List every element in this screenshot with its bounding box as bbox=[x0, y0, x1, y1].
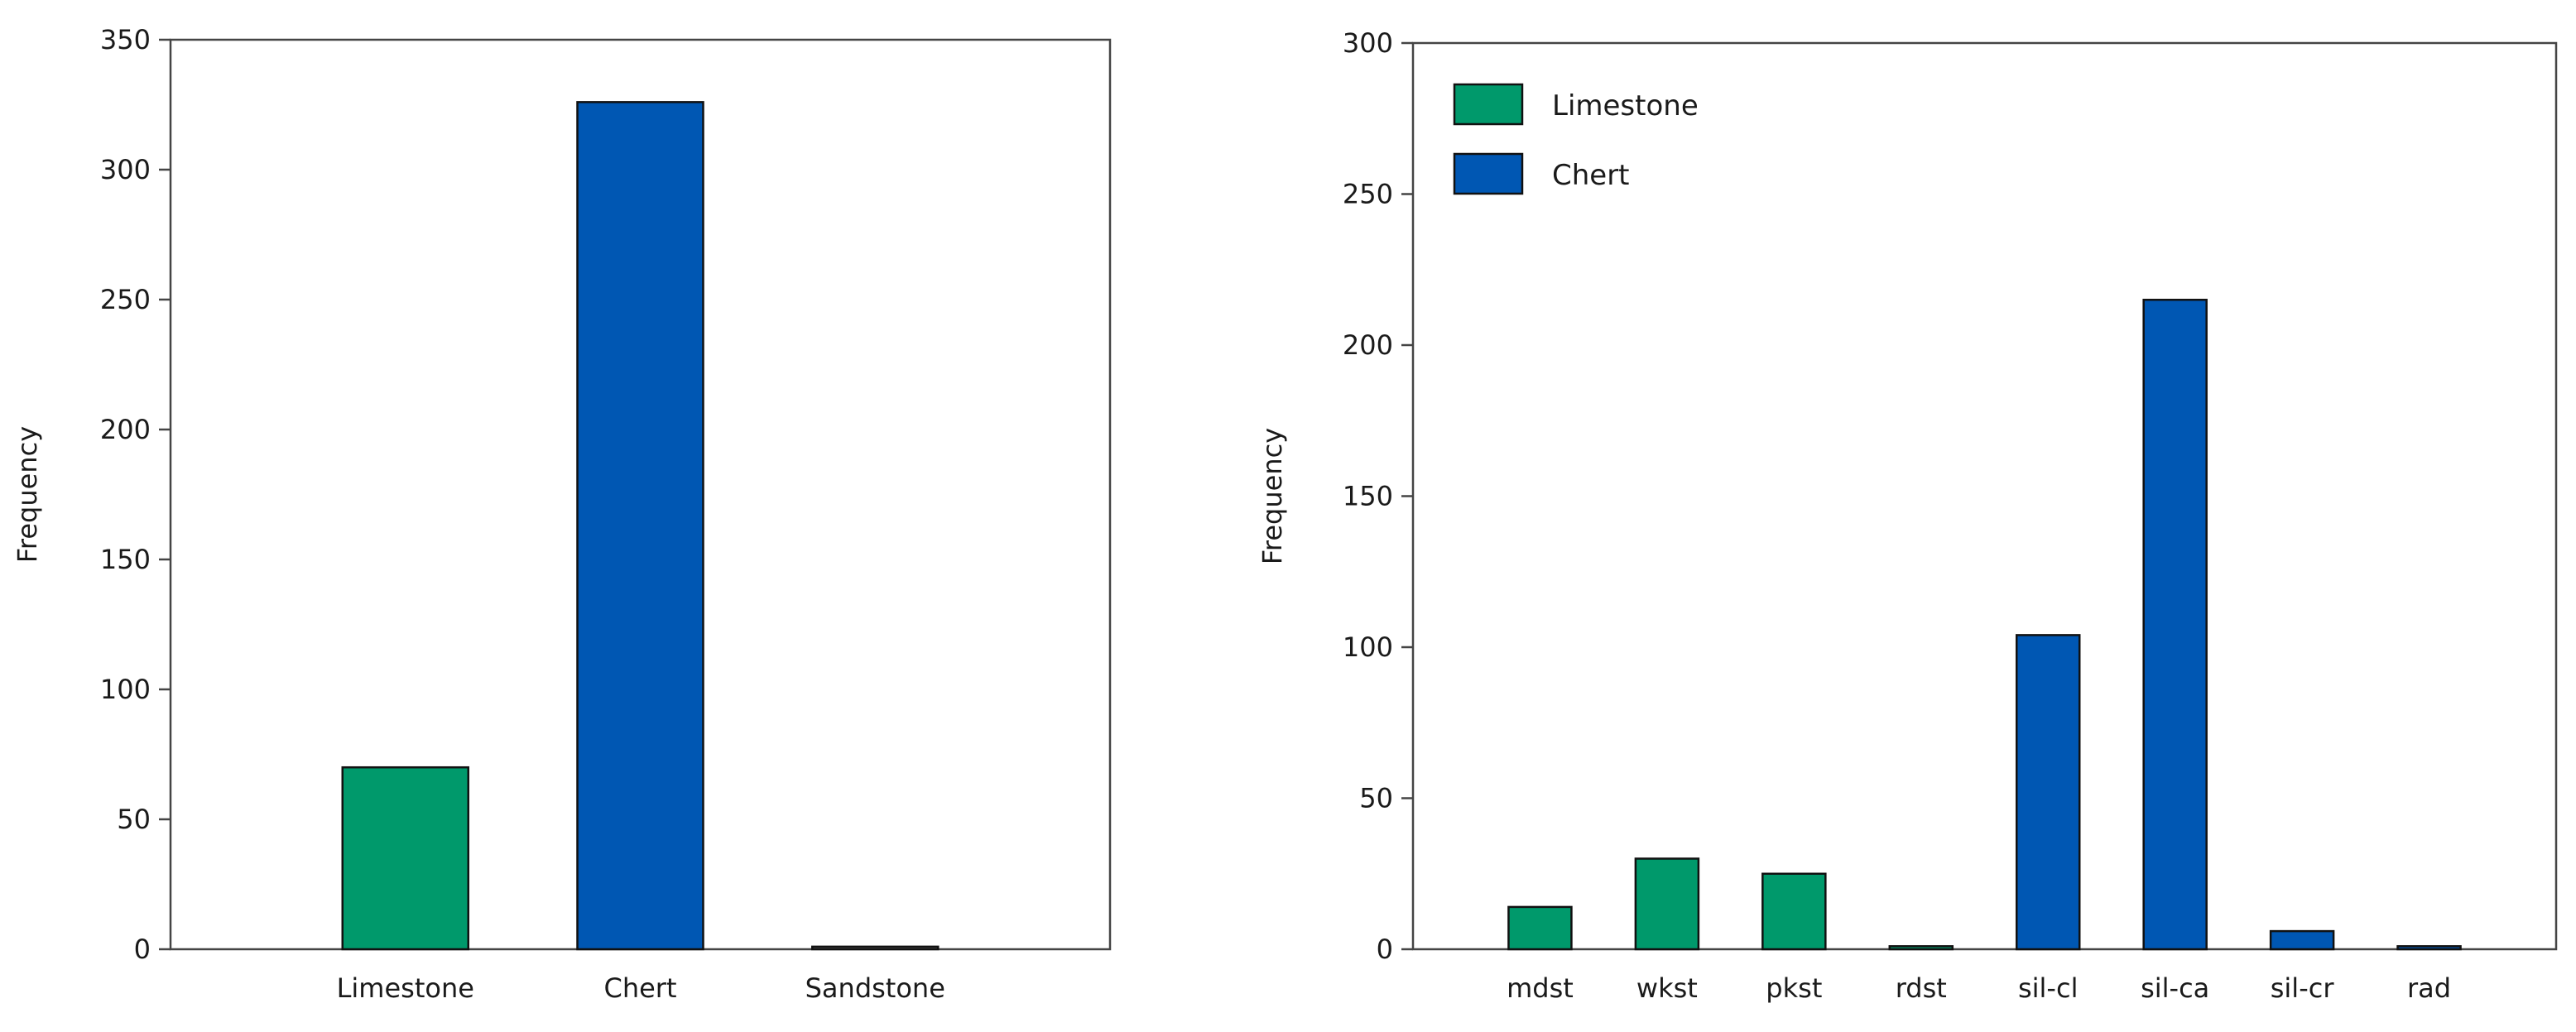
legend-label-chert: Chert bbox=[1552, 159, 1630, 192]
legend-swatch-limestone bbox=[1453, 83, 1524, 126]
x-tick-label-sil-cr: sil-cr bbox=[2271, 972, 2335, 1004]
bar-mdst bbox=[1507, 905, 1573, 951]
bar-sandstone bbox=[811, 945, 940, 951]
y-tick-label: 100 bbox=[1343, 631, 1393, 663]
bar-chert bbox=[576, 101, 704, 951]
y-tick-label: 150 bbox=[1343, 481, 1393, 512]
chart-rock-type-frequency: 0 50 100 150 200 250 300 350 Frequency Limestone C… bbox=[12, 24, 1112, 1004]
y-axis-label: Frequency bbox=[1257, 428, 1288, 564]
bar-sil-cr bbox=[2269, 929, 2335, 951]
bar-sil-ca bbox=[2142, 299, 2208, 951]
y-tick-label: 250 bbox=[100, 284, 151, 315]
y-tick-label: 50 bbox=[1359, 783, 1393, 814]
bar-wkst bbox=[1634, 857, 1700, 951]
x-tick-label-limestone: Limestone bbox=[337, 972, 474, 1004]
y-tick-label: 0 bbox=[1377, 934, 1393, 965]
x-tick-label-sil-ca: sil-ca bbox=[2141, 972, 2209, 1004]
y-tick-label: 250 bbox=[1343, 179, 1393, 210]
bar-rad bbox=[2396, 945, 2462, 951]
x-tick-label-chert: Chert bbox=[603, 972, 676, 1004]
bar-rdst bbox=[1888, 945, 1954, 951]
y-tick-label: 350 bbox=[100, 24, 151, 55]
y-tick-label: 200 bbox=[100, 414, 151, 445]
y-tick-label: 150 bbox=[100, 544, 151, 575]
x-tick-label-wkst: wkst bbox=[1636, 972, 1698, 1004]
x-tick-label-mdst: mdst bbox=[1507, 972, 1574, 1004]
y-tick-label: 0 bbox=[134, 934, 151, 965]
y-tick-label: 200 bbox=[1343, 329, 1393, 361]
x-tick-label-sil-cl: sil-cl bbox=[2018, 972, 2078, 1004]
legend-label-limestone: Limestone bbox=[1552, 89, 1699, 122]
bar-sil-cl bbox=[2015, 634, 2081, 951]
chart-lithology-subtype-frequency: 0 50 100 150 200 250 300 Frequency mdst wkst pkst r… bbox=[1257, 27, 2558, 1004]
y-tick-label: 300 bbox=[100, 154, 151, 185]
bar-limestone bbox=[341, 766, 469, 951]
legend: Limestone Chert bbox=[1453, 83, 1699, 195]
y-tick-label: 300 bbox=[1343, 27, 1393, 59]
y-tick-label: 50 bbox=[117, 804, 151, 835]
y-tick-label: 100 bbox=[100, 674, 151, 705]
legend-swatch-chert bbox=[1453, 152, 1524, 195]
y-axis-label: Frequency bbox=[12, 426, 43, 563]
x-tick-label-rad: rad bbox=[2407, 972, 2451, 1004]
bar-pkst bbox=[1761, 872, 1827, 951]
x-tick-label-pkst: pkst bbox=[1766, 972, 1822, 1004]
x-tick-label-rdst: rdst bbox=[1896, 972, 1947, 1004]
x-tick-label-sandstone: Sandstone bbox=[805, 972, 945, 1004]
